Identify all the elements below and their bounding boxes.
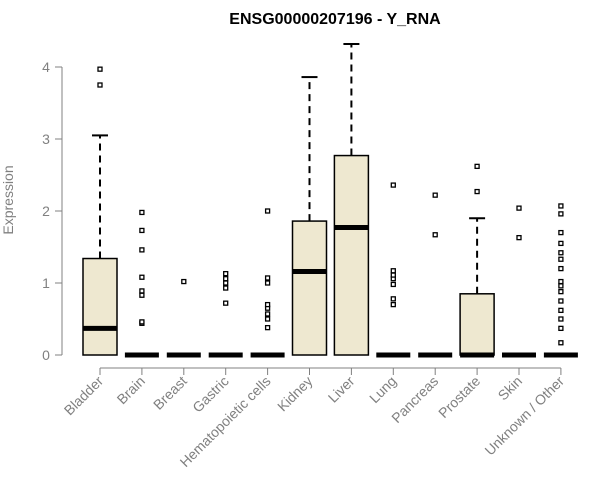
outlier-point	[390, 296, 396, 302]
y-tick-label: 3	[42, 131, 50, 147]
outlier-point	[390, 182, 396, 188]
outlier-point	[558, 229, 564, 236]
y-tick-label: 1	[42, 275, 50, 291]
box-body	[291, 220, 328, 356]
outlier-point	[558, 288, 564, 295]
box-unknown-other	[543, 203, 578, 358]
outlier-point	[516, 205, 522, 211]
outlier-point	[558, 307, 564, 314]
outlier-point	[223, 276, 229, 282]
outlier-point	[558, 283, 564, 289]
y-tick-label: 0	[42, 347, 50, 363]
x-tick-label: Unknown / Other	[481, 373, 567, 459]
y-tick-label: 2	[42, 203, 50, 219]
outlier-point	[264, 301, 271, 308]
box-breast	[166, 278, 201, 358]
outlier-point	[139, 227, 145, 234]
outlier-point	[181, 278, 187, 285]
box-brain	[124, 209, 159, 358]
x-tick-label: Skin	[495, 373, 526, 404]
outlier-point	[558, 256, 564, 262]
chart-title: ENSG00000207196 - Y_RNA	[229, 11, 441, 28]
outlier-point	[558, 211, 564, 217]
outlier-point	[558, 240, 564, 247]
x-tick-label: Lung	[366, 373, 399, 406]
box-prostate	[459, 163, 495, 358]
outlier-point	[223, 280, 229, 286]
outlier-point	[474, 163, 480, 170]
outlier-point	[558, 298, 564, 304]
box-pancreas	[418, 192, 453, 358]
y-axis-label: Expression	[0, 165, 16, 234]
outlier-point	[390, 272, 396, 278]
outlier-point	[558, 278, 564, 285]
x-tick-label: Breast	[150, 373, 190, 413]
outlier-point	[474, 188, 480, 195]
x-tick-label: Bladder	[61, 373, 107, 419]
outlier-point	[432, 192, 438, 198]
outlier-point	[264, 275, 271, 281]
outlier-point	[390, 301, 396, 308]
x-tick-label: Liver	[325, 373, 358, 406]
outlier-point	[264, 316, 271, 322]
outlier-point	[558, 325, 564, 332]
box-body	[333, 154, 370, 356]
x-tick-label: Kidney	[274, 373, 316, 415]
outlier-point	[432, 232, 438, 238]
outlier-point	[264, 324, 271, 331]
x-tick-label: Pancreas	[388, 373, 441, 426]
outlier-point	[390, 281, 396, 288]
outlier-point	[264, 311, 271, 317]
outlier-point	[558, 340, 564, 346]
outlier-point	[264, 280, 271, 286]
box-body	[459, 293, 495, 356]
outlier-point	[97, 82, 103, 88]
boxes-group	[82, 42, 578, 358]
outlier-point	[390, 268, 396, 274]
box-skin	[502, 205, 536, 358]
outlier-point	[139, 247, 145, 253]
y-tick-label: 4	[42, 59, 50, 75]
box-kidney	[291, 76, 328, 356]
outlier-point	[558, 316, 564, 322]
outlier-point	[223, 300, 229, 306]
outlier-point	[139, 288, 145, 294]
outlier-point	[558, 250, 564, 256]
outlier-point	[223, 285, 229, 291]
outlier-point	[264, 208, 271, 214]
outlier-point	[558, 265, 564, 272]
x-tick-label: Brain	[114, 373, 148, 407]
outlier-point	[139, 292, 145, 298]
box-liver	[333, 42, 370, 356]
outlier-point	[139, 209, 145, 216]
box-lung	[376, 182, 411, 358]
box-gastric	[208, 270, 243, 358]
outlier-point	[97, 66, 103, 72]
box-hematopoietic-cells	[250, 208, 285, 358]
outlier-point	[139, 319, 145, 325]
y-axis: 0 1 2 3 4	[42, 59, 63, 363]
outlier-point	[223, 270, 229, 277]
x-tick-label: Prostate	[435, 373, 483, 421]
outlier-point	[139, 274, 145, 280]
outlier-point	[516, 234, 522, 241]
outlier-point	[558, 203, 564, 209]
box-bladder	[82, 66, 118, 356]
box-body	[82, 257, 118, 356]
